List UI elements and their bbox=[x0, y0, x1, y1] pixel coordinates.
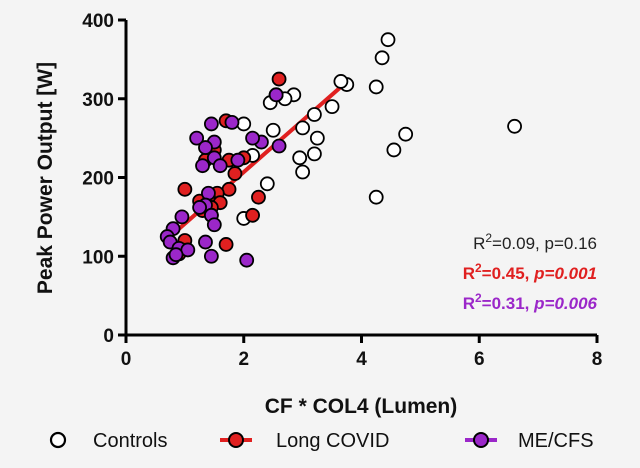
point-controls bbox=[295, 120, 311, 136]
y-tick-label: 400 bbox=[82, 11, 114, 32]
x-tick-label: 6 bbox=[474, 349, 485, 370]
stat-annotation: R2=0.09, p=0.16 bbox=[473, 231, 597, 253]
x-tick-label: 2 bbox=[238, 349, 249, 370]
point-controls bbox=[368, 79, 384, 95]
point-me-cfs bbox=[203, 116, 219, 132]
point-controls bbox=[295, 164, 311, 180]
point-controls bbox=[292, 150, 308, 166]
x-tick-label: 0 bbox=[121, 349, 132, 370]
point-long-covid bbox=[271, 71, 287, 87]
point-me-cfs bbox=[212, 158, 228, 174]
y-axis-title: Peak Power Output [W] bbox=[34, 62, 57, 294]
point-long-covid bbox=[218, 237, 234, 252]
point-me-cfs bbox=[203, 248, 219, 264]
point-me-cfs bbox=[198, 140, 213, 155]
point-me-cfs bbox=[245, 130, 260, 146]
point-me-cfs bbox=[206, 217, 222, 233]
x-axis-title: CF * COL4 (Lumen) bbox=[265, 395, 458, 418]
legend: Controls Long COVID ME/CFS bbox=[49, 430, 594, 452]
legend-label-controls: Controls bbox=[93, 430, 167, 452]
point-me-cfs bbox=[174, 209, 190, 225]
point-controls bbox=[380, 32, 396, 48]
point-long-covid bbox=[251, 189, 266, 205]
legend-marker-me-cfs bbox=[473, 432, 489, 448]
y-tick-label: 200 bbox=[82, 169, 114, 190]
point-me-cfs bbox=[230, 152, 246, 168]
point-me-cfs bbox=[268, 87, 284, 103]
stat-annotation: R2=0.31, p=0.006 bbox=[463, 291, 598, 313]
point-long-covid bbox=[245, 207, 260, 223]
point-controls bbox=[324, 99, 340, 115]
point-me-cfs bbox=[239, 252, 255, 268]
point-me-cfs bbox=[195, 158, 210, 174]
point-me-cfs bbox=[168, 247, 184, 263]
point-controls bbox=[259, 176, 275, 192]
y-tick-label: 300 bbox=[82, 90, 114, 111]
point-controls bbox=[507, 118, 522, 134]
point-controls bbox=[265, 122, 281, 138]
point-controls bbox=[309, 130, 325, 146]
stat-annotation: R2=0.45, p=0.001 bbox=[463, 261, 597, 283]
legend-marker-long-covid bbox=[228, 432, 244, 448]
point-controls bbox=[398, 126, 414, 142]
legend-label-long-covid: Long COVID bbox=[276, 430, 389, 452]
point-me-cfs bbox=[192, 200, 207, 215]
point-me-cfs bbox=[198, 234, 213, 250]
point-controls bbox=[386, 142, 402, 158]
point-controls bbox=[306, 146, 322, 162]
x-tick-label: 8 bbox=[592, 349, 603, 370]
point-me-cfs bbox=[224, 114, 240, 130]
point-controls bbox=[306, 107, 322, 122]
point-long-covid bbox=[177, 181, 193, 197]
point-long-covid bbox=[227, 166, 243, 181]
legend-label-me-cfs: ME/CFS bbox=[518, 430, 594, 452]
point-me-cfs bbox=[201, 185, 216, 201]
legend-marker-controls bbox=[49, 431, 67, 449]
point-me-cfs bbox=[189, 130, 205, 146]
y-tick-label: 0 bbox=[103, 326, 114, 347]
point-me-cfs bbox=[271, 138, 287, 154]
point-controls bbox=[368, 189, 384, 205]
point-controls bbox=[333, 74, 349, 89]
point-controls bbox=[374, 50, 390, 66]
x-tick-label: 4 bbox=[356, 349, 367, 370]
y-tick-label: 100 bbox=[82, 247, 114, 268]
